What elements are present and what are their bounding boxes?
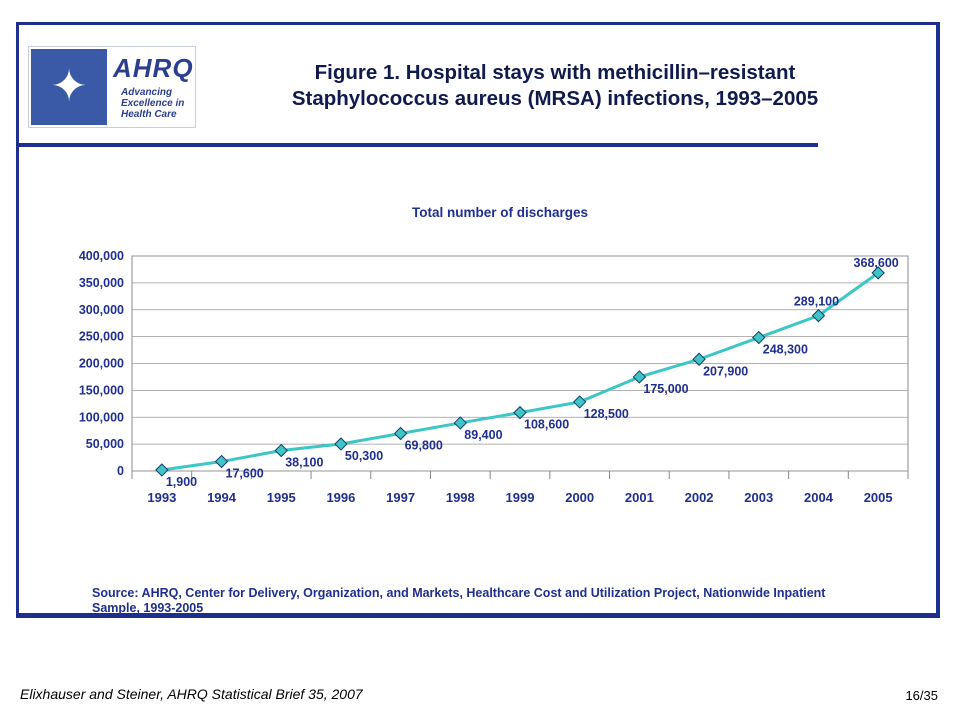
data-label: 69,800 [405,438,443,452]
data-label: 89,400 [464,428,502,442]
y-tick-label: 100,000 [79,410,124,424]
chart-title: Total number of discharges [411,205,589,220]
data-label: 248,300 [763,343,808,357]
hhs-eagle-icon: ✦ [31,49,107,125]
x-tick-label: 1998 [446,490,475,505]
data-label: 50,300 [345,449,383,463]
y-tick-label: 300,000 [79,303,124,317]
x-tick-label: 1994 [207,490,237,505]
page-number: 16/35 [905,688,938,703]
x-tick-label: 2005 [864,490,893,505]
data-point [632,370,647,384]
y-tick-label: 0 [117,464,124,478]
x-tick-label: 2004 [804,490,834,505]
data-point [692,352,706,366]
y-tick-label: 250,000 [79,330,124,344]
data-label: 289,100 [794,295,839,309]
data-label: 38,100 [285,456,323,470]
x-tick-label: 2003 [744,490,773,505]
title-line-2: Staphylococcus aureus (MRSA) infections,… [291,87,819,110]
data-point [752,330,766,345]
data-point [274,443,288,458]
y-tick-label: 150,000 [79,383,124,397]
x-tick-label: 2000 [565,490,594,505]
data-point [811,308,826,323]
ahrq-tagline: Advancing Excellence in Health Care [121,87,185,120]
data-label: 368,600 [854,256,899,270]
data-point [871,266,885,280]
x-tick-label: 1997 [386,490,415,505]
data-label: 1,900 [166,475,197,489]
data-point [155,463,169,477]
data-point [334,437,348,451]
data-label: 17,600 [226,467,264,481]
x-tick-label: 1996 [326,490,355,505]
footer-citation: Elixhauser and Steiner, AHRQ Statistical… [20,686,363,702]
data-label: 207,900 [703,364,748,378]
y-tick-label: 350,000 [79,276,124,290]
data-label: 108,600 [524,418,569,432]
data-point [393,426,408,441]
x-tick-label: 1995 [267,490,296,505]
slide-title: Figure 1. Hospital stays with methicilli… [200,60,910,112]
x-tick-label: 2002 [685,490,714,505]
x-tick-label: 1993 [147,490,176,505]
data-point [513,405,527,420]
data-label: 175,000 [643,382,688,396]
y-tick-label: 400,000 [79,249,124,263]
x-tick-label: 2001 [625,490,654,505]
y-tick-label: 50,000 [86,437,124,451]
source-note: Source: AHRQ, Center for Delivery, Organ… [92,586,826,615]
x-tick-label: 1999 [506,490,535,505]
data-point [214,454,229,469]
ahrq-brand: AHRQ [113,53,194,83]
ahrq-logo: ✦ AHRQ Advancing Excellence in Health Ca… [28,46,196,128]
data-label: 128,500 [584,407,629,421]
title-divider [18,143,818,147]
data-point [453,416,468,430]
title-line-1: Figure 1. Hospital stays with methicilli… [314,61,796,84]
y-tick-label: 200,000 [79,357,124,371]
data-point [572,395,587,409]
